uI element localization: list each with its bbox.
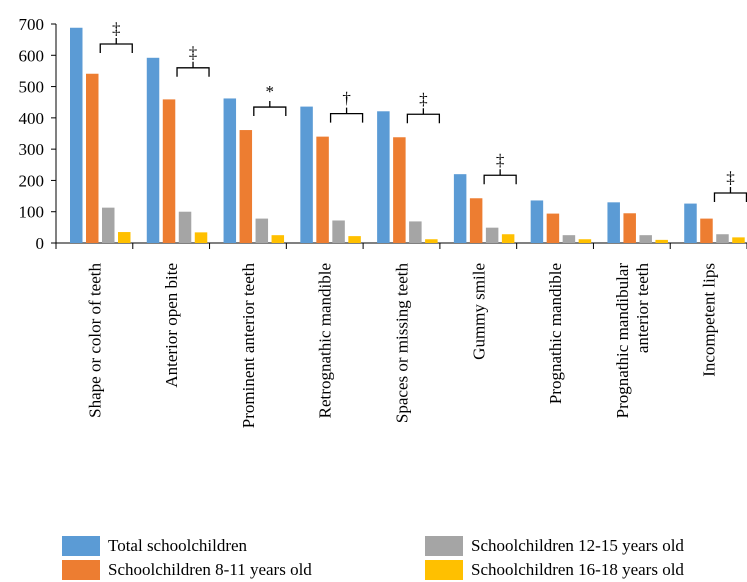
bar-4 (501, 234, 515, 243)
significance-symbol: ‡ (189, 43, 198, 62)
bar-4 (348, 236, 361, 243)
significance-bracket (176, 61, 210, 77)
significance-symbol: ‡ (726, 168, 735, 187)
y-tick-label: 0 (36, 234, 45, 253)
x-category-label: Gummy smile (469, 263, 488, 360)
legend-swatch (425, 560, 463, 580)
significance-symbol: * (266, 82, 275, 101)
bar-chart: 0 100 200 300 400 500 600 700 Shape or color of … (19, 15, 747, 429)
y-tick-label: 600 (19, 46, 45, 65)
bar-2 (239, 130, 253, 243)
legend-item-12-15: Schoolchildren 12-15 years old (425, 536, 684, 556)
legend-item-total: Total schoolchildren (62, 536, 247, 556)
y-tick-label: 500 (19, 78, 45, 97)
legend-label: Schoolchildren 12-15 years old (471, 536, 684, 555)
significance-bracket (406, 108, 441, 124)
bar-2 (393, 137, 406, 243)
legend-swatch (62, 536, 100, 556)
x-category-label: Prognathic mandible (546, 263, 565, 404)
significance-symbol: ‡ (496, 150, 505, 169)
bar-2 (316, 136, 329, 243)
x-category-label: Shape or color of teeth (85, 263, 104, 418)
x-category-label: Incompetent lips (700, 263, 719, 377)
y-tick-label: 700 (19, 15, 45, 34)
bar-2 (700, 218, 713, 243)
bar-3 (716, 234, 729, 243)
legend-label: Total schoolchildren (108, 536, 248, 555)
bar-4 (118, 232, 131, 243)
significance-bracket (329, 107, 364, 123)
bar-1 (223, 98, 237, 244)
x-category-label: Prognathic mandibularanterior teeth (613, 263, 652, 419)
bar-3 (102, 207, 115, 243)
bar-1 (70, 27, 83, 243)
bar-2 (546, 213, 560, 243)
bar-2 (469, 198, 483, 243)
bar-3 (409, 221, 422, 243)
legend-item-8-11: Schoolchildren 8-11 years old (62, 560, 312, 580)
bar-1 (530, 200, 544, 243)
significance-bracket (483, 169, 517, 185)
x-category-label: Spaces or missing teeth (393, 263, 412, 424)
bar-3 (639, 235, 652, 243)
legend-swatch (62, 560, 100, 580)
y-tick-label: 400 (19, 109, 45, 128)
bar-3 (485, 227, 499, 243)
bar-3 (178, 211, 192, 243)
y-tick-label: 100 (19, 203, 45, 222)
bar-1 (377, 111, 390, 243)
bar-4 (425, 239, 438, 243)
legend-swatch (425, 536, 463, 556)
bar-1 (300, 106, 313, 243)
significance-symbol: † (342, 89, 351, 108)
legend-item-16-18: Schoolchildren 16-18 years old (425, 560, 684, 580)
x-category-label: Anterior open bite (162, 263, 181, 388)
bar-1 (607, 202, 620, 243)
significance-bracket (253, 101, 287, 117)
bar-4 (655, 239, 668, 243)
bar-4 (194, 232, 208, 243)
legend-label: Schoolchildren 8-11 years old (108, 560, 312, 579)
bar-4 (578, 239, 592, 243)
bar-2 (623, 213, 636, 243)
significance-symbol: ‡ (112, 19, 121, 38)
bar-1 (453, 174, 467, 243)
bar-1 (146, 57, 160, 243)
y-tick-label: 300 (19, 140, 45, 159)
significance-bracket (713, 187, 747, 202)
bar-1 (684, 203, 697, 243)
bar-4 (271, 235, 285, 243)
x-category-label: Prominent anterior teeth (239, 263, 258, 429)
legend-label: Schoolchildren 16-18 years old (471, 560, 684, 579)
bar-3 (562, 235, 576, 243)
x-category-label: Retrognathic mandible (316, 263, 335, 418)
legend: Total schoolchildren Schoolchildren 12-1… (0, 530, 747, 582)
bar-3 (255, 218, 269, 243)
y-tick-label: 200 (19, 171, 45, 190)
bar-3 (332, 220, 345, 243)
bar-4 (732, 237, 745, 243)
significance-symbol: ‡ (419, 89, 428, 108)
significance-bracket (99, 38, 133, 53)
bar-2 (162, 99, 176, 243)
bar-2 (86, 73, 99, 243)
